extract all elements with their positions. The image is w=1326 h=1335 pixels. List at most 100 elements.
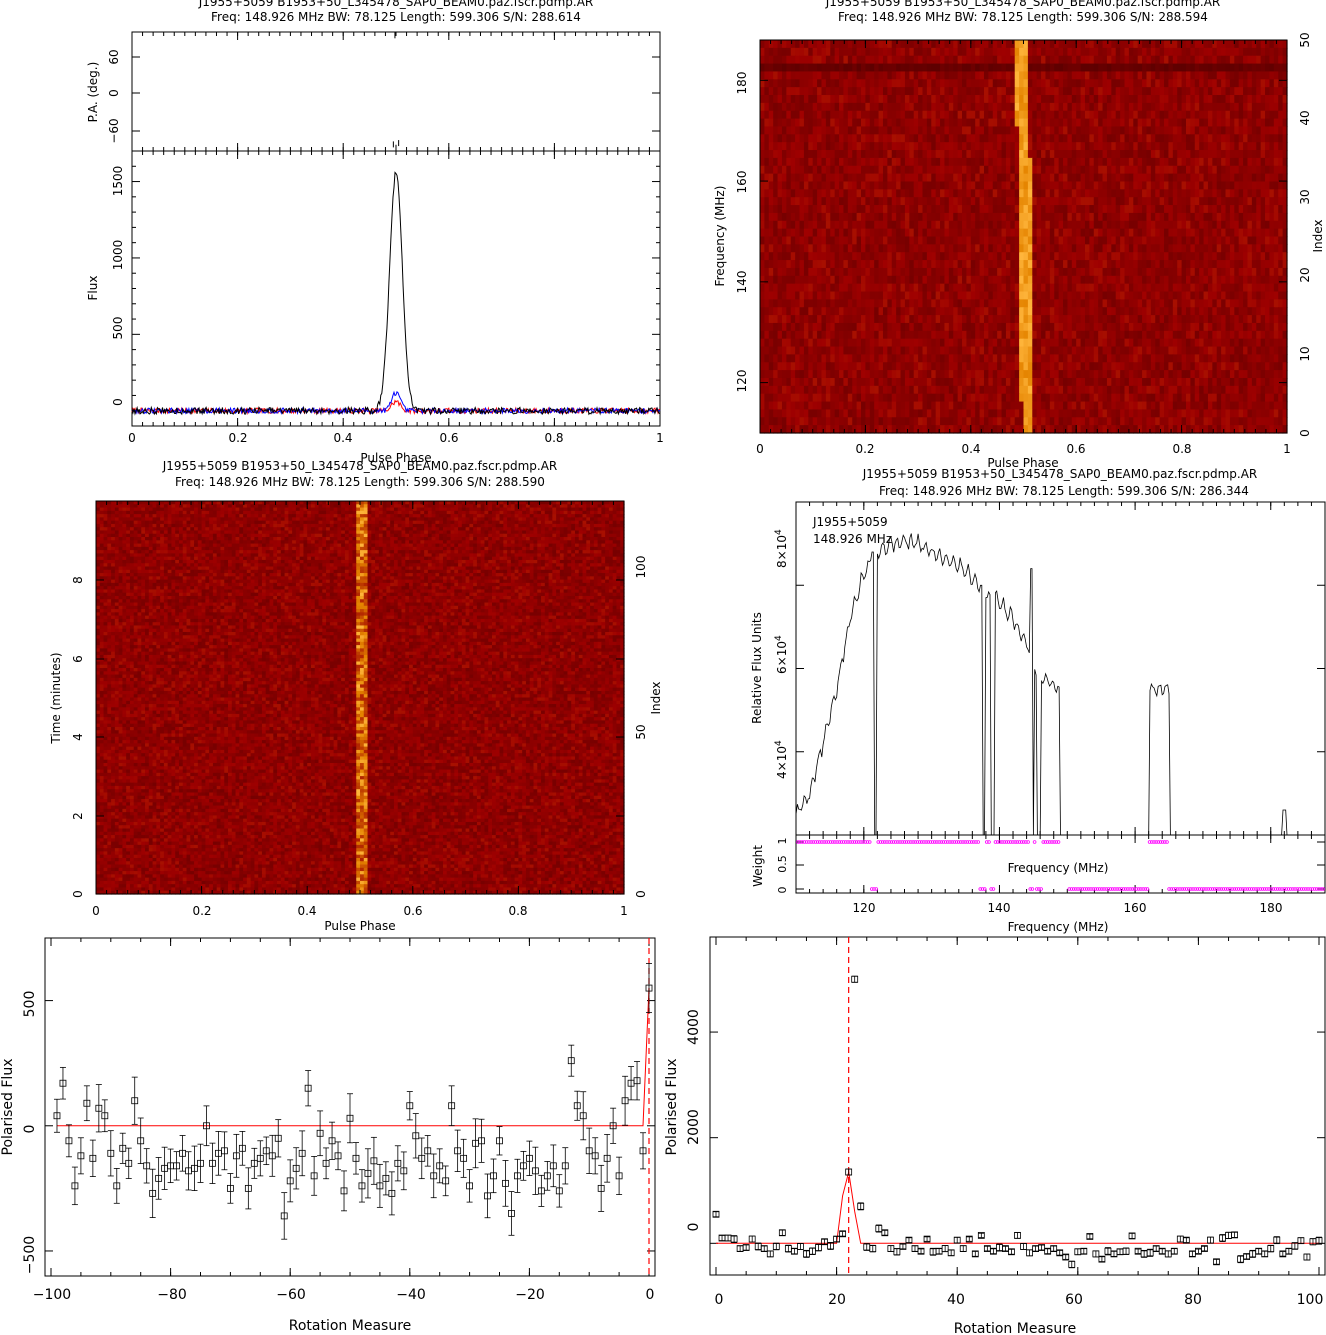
heat-cell bbox=[1111, 330, 1117, 340]
heat-cell bbox=[1238, 79, 1244, 88]
heat-cell bbox=[1155, 291, 1161, 300]
heat-cell bbox=[948, 205, 954, 214]
heat-cell bbox=[1212, 55, 1218, 65]
heat-cell bbox=[983, 212, 989, 222]
heat-cell bbox=[1282, 212, 1288, 222]
heat-cell bbox=[891, 79, 897, 88]
heat-cell bbox=[1256, 71, 1262, 80]
heat-cell bbox=[878, 40, 884, 49]
heat-cell bbox=[1027, 55, 1033, 65]
heat-cell bbox=[1128, 236, 1134, 245]
heat-cell bbox=[896, 102, 902, 112]
heat-cell bbox=[773, 79, 779, 88]
heat-cell bbox=[935, 267, 941, 277]
heat-cell bbox=[966, 55, 972, 65]
heat-cell bbox=[1146, 95, 1152, 104]
heat-cell bbox=[970, 197, 976, 206]
heat-cell bbox=[1093, 283, 1099, 293]
heat-cell bbox=[1133, 55, 1139, 65]
heat-cell bbox=[1234, 126, 1240, 135]
heat-cell bbox=[966, 165, 972, 175]
heat-cell bbox=[900, 126, 906, 135]
heat-cell bbox=[1115, 291, 1121, 300]
heat-cell bbox=[874, 118, 880, 128]
heat-cell bbox=[1120, 181, 1126, 190]
heat-cell bbox=[1023, 197, 1029, 206]
heat-cell bbox=[944, 236, 950, 245]
heat-cell bbox=[1080, 338, 1086, 348]
heat-cell bbox=[1190, 338, 1196, 348]
heat-cell bbox=[1243, 322, 1249, 332]
heat-cell bbox=[843, 220, 849, 230]
heat-cell bbox=[795, 102, 801, 112]
heat-cell bbox=[1234, 173, 1240, 183]
heat-cell bbox=[795, 79, 801, 88]
heat-cell bbox=[1054, 95, 1060, 104]
heat-cell bbox=[1133, 47, 1139, 57]
heat-cell bbox=[834, 150, 840, 159]
heat-cell bbox=[1212, 181, 1218, 190]
heat-cell bbox=[1194, 71, 1200, 80]
heat-cell bbox=[1282, 322, 1288, 332]
heat-cell bbox=[1063, 47, 1069, 57]
heat-cell bbox=[922, 63, 928, 73]
heat-cell bbox=[1181, 87, 1187, 96]
heat-cell bbox=[773, 315, 779, 324]
heat-cell bbox=[887, 102, 893, 112]
heat-cell bbox=[1036, 134, 1042, 143]
heat-cell bbox=[773, 197, 779, 206]
heat-cell bbox=[1247, 47, 1253, 57]
heat-cell bbox=[970, 260, 976, 269]
heat-cell bbox=[997, 307, 1003, 316]
heat-cell bbox=[830, 338, 836, 348]
heat-cell bbox=[1190, 110, 1196, 120]
heat-cell bbox=[1137, 260, 1143, 269]
heat-cell bbox=[1251, 150, 1257, 159]
heat-cell bbox=[970, 322, 976, 332]
heat-cell bbox=[786, 87, 792, 96]
heat-cell bbox=[1115, 87, 1121, 96]
heat-cell bbox=[1256, 338, 1262, 348]
heat-cell bbox=[940, 63, 946, 73]
heat-cell bbox=[764, 220, 770, 230]
heat-cell bbox=[764, 71, 770, 80]
heat-cell bbox=[931, 260, 937, 269]
heat-cell bbox=[887, 220, 893, 230]
heat-cell bbox=[821, 338, 827, 348]
heat-cell bbox=[1199, 40, 1205, 49]
heat-cell bbox=[869, 87, 875, 96]
heat-cell bbox=[935, 95, 941, 104]
heat-cell bbox=[922, 260, 928, 269]
heat-cell bbox=[1128, 95, 1134, 104]
heat-cell bbox=[878, 95, 884, 104]
heat-cell bbox=[1058, 79, 1064, 88]
heat-cell bbox=[975, 40, 981, 49]
heat-cell bbox=[1243, 118, 1249, 128]
heat-cell bbox=[1159, 236, 1165, 245]
heat-cell bbox=[1212, 275, 1218, 285]
heat-cell bbox=[940, 244, 946, 253]
heat-cell bbox=[1229, 322, 1235, 332]
heat-cell bbox=[1089, 189, 1095, 198]
heat-cell bbox=[882, 87, 888, 96]
heat-cell bbox=[874, 267, 880, 277]
heat-cell bbox=[891, 283, 897, 293]
heat-cell bbox=[975, 87, 981, 96]
heat-cell bbox=[1234, 47, 1240, 57]
heat-cell bbox=[1229, 205, 1235, 214]
heat-cell bbox=[861, 197, 866, 206]
heat-cell bbox=[812, 40, 818, 49]
heat-cell bbox=[830, 228, 836, 238]
heat-cell bbox=[1080, 118, 1086, 128]
heat-cell bbox=[861, 338, 866, 348]
heat-cell bbox=[1164, 47, 1170, 57]
heat-cell bbox=[1265, 228, 1271, 238]
heat-cell bbox=[874, 126, 880, 135]
heat-cell bbox=[1102, 142, 1108, 151]
heat-cell bbox=[1115, 63, 1121, 73]
heat-cell bbox=[843, 260, 849, 269]
heat-cell bbox=[957, 212, 963, 222]
heat-cell bbox=[887, 189, 893, 198]
heat-cell bbox=[847, 252, 853, 261]
heat-cell bbox=[900, 142, 906, 151]
